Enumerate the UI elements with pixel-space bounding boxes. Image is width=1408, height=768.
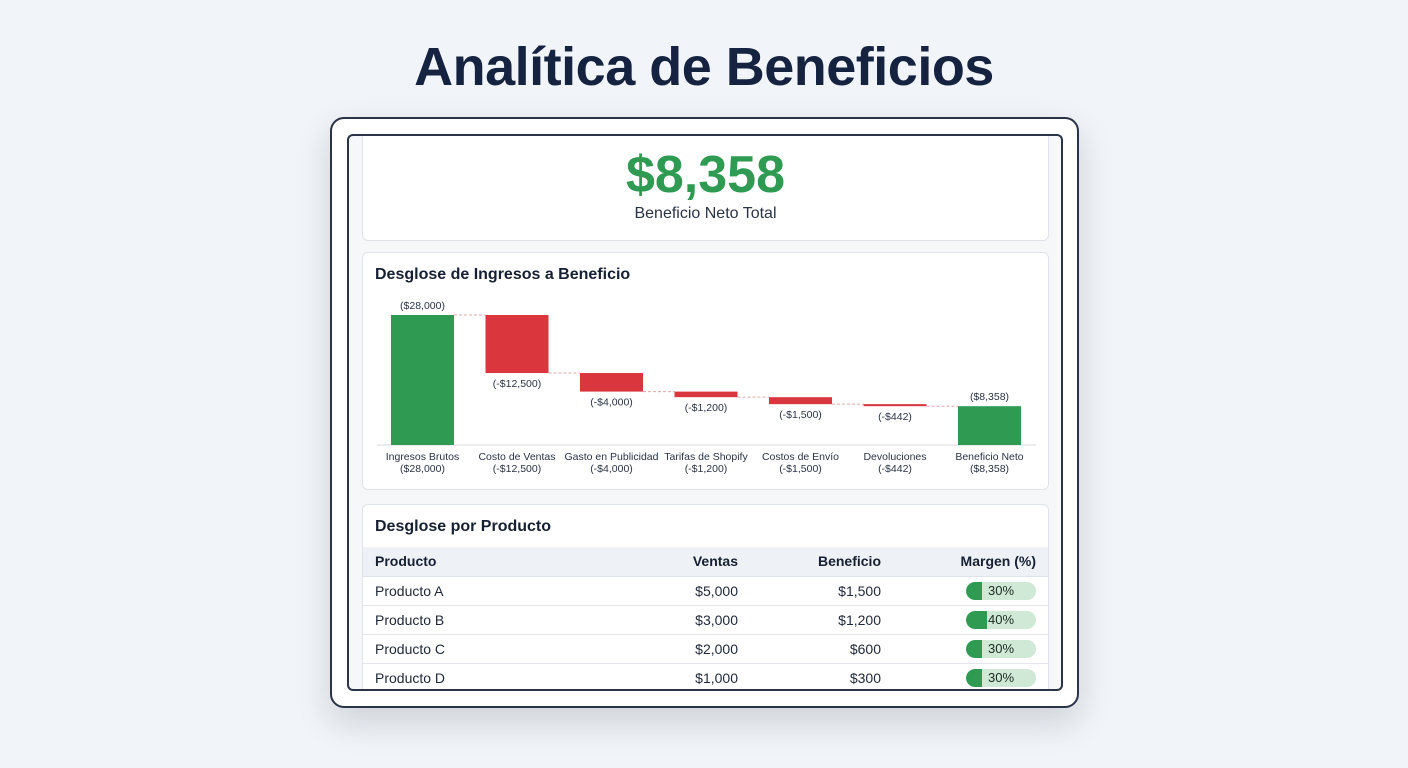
col-header-margin[interactable]: Margen (%) bbox=[881, 547, 1048, 577]
net-profit-value: $8,358 bbox=[625, 146, 786, 204]
cell-profit: $600 bbox=[738, 634, 881, 664]
bar-value-label: (-$442) bbox=[878, 411, 912, 423]
table-row[interactable]: Producto B $3,000 $1,200 40% bbox=[363, 605, 1048, 635]
margin-bar-fill bbox=[966, 581, 982, 600]
waterfall-bar[interactable] bbox=[580, 373, 643, 392]
cell-margin: 30% bbox=[881, 634, 1048, 664]
cell-sales: $3,000 bbox=[603, 605, 738, 635]
bar-value-label: (-$12,500) bbox=[493, 378, 541, 390]
category-label: Costos de Envío bbox=[762, 451, 839, 463]
category-label: Ingresos Brutos bbox=[386, 451, 460, 463]
table-title: Desglose por Producto bbox=[375, 518, 552, 535]
table-row[interactable]: Producto C $2,000 $600 30% bbox=[363, 634, 1048, 664]
margin-value: 30% bbox=[988, 582, 1015, 598]
margin-bar: 30% bbox=[966, 668, 1036, 687]
margin-value: 30% bbox=[988, 640, 1015, 656]
cell-sales: $1,000 bbox=[603, 663, 738, 689]
page-title: Analítica de Beneficios bbox=[414, 37, 994, 97]
cell-product: Producto C bbox=[363, 634, 603, 664]
margin-bar-fill bbox=[966, 668, 982, 687]
bar-value-label: (-$4,000) bbox=[590, 397, 633, 409]
category-label: Beneficio Neto bbox=[955, 451, 1023, 463]
margin-bar: 30% bbox=[966, 581, 1036, 600]
bar-value-label: ($28,000) bbox=[400, 300, 445, 312]
bar-value-label: (-$1,500) bbox=[779, 409, 822, 421]
cell-margin: 30% bbox=[881, 663, 1048, 689]
margin-value: 40% bbox=[988, 611, 1015, 627]
col-header-sales[interactable]: Ventas bbox=[603, 547, 738, 577]
category-sublabel: ($28,000) bbox=[400, 463, 445, 475]
bar-value-label: (-$1,200) bbox=[685, 402, 728, 414]
cell-product: Producto D bbox=[363, 663, 603, 689]
cell-margin: 30% bbox=[881, 576, 1048, 606]
waterfall-bar[interactable] bbox=[958, 406, 1021, 445]
net-profit-label: Beneficio Neto Total bbox=[634, 205, 777, 222]
margin-bar-fill bbox=[966, 639, 982, 658]
product-breakdown-card: Desglose por Producto Producto Ventas Be… bbox=[362, 504, 1049, 689]
col-header-product[interactable]: Producto bbox=[363, 547, 603, 577]
product-table: Producto Ventas Beneficio Margen (%) Pro… bbox=[363, 547, 1048, 689]
cell-profit: $1,200 bbox=[738, 605, 881, 635]
col-header-profit[interactable]: Beneficio bbox=[738, 547, 881, 577]
cell-profit: $1,500 bbox=[738, 576, 881, 606]
margin-bar: 40% bbox=[966, 610, 1036, 629]
category-sublabel: (-$4,000) bbox=[590, 463, 633, 475]
device-frame: $8,358 Beneficio Neto Total Desglose de … bbox=[330, 117, 1079, 708]
net-profit-card: $8,358 Beneficio Neto Total bbox=[362, 136, 1049, 241]
category-label: Gasto en Publicidad bbox=[565, 451, 659, 463]
table-row[interactable]: Producto D $1,000 $300 30% bbox=[363, 663, 1048, 689]
waterfall-bar[interactable] bbox=[485, 315, 549, 374]
category-sublabel: (-$12,500) bbox=[493, 463, 541, 475]
margin-value: 30% bbox=[988, 669, 1015, 685]
category-label: Devoluciones bbox=[863, 451, 926, 463]
category-sublabel: ($8,358) bbox=[970, 463, 1009, 475]
table-row[interactable]: Producto A $5,000 $1,500 30% bbox=[363, 576, 1048, 606]
cell-product: Producto A bbox=[363, 576, 603, 606]
margin-bar: 30% bbox=[966, 639, 1036, 658]
category-label: Costo de Ventas bbox=[478, 451, 555, 463]
category-sublabel: (-$1,500) bbox=[779, 463, 822, 475]
cell-margin: 40% bbox=[881, 605, 1048, 635]
cell-sales: $2,000 bbox=[603, 634, 738, 664]
waterfall-bar[interactable] bbox=[863, 404, 927, 407]
waterfall-chart-card: Desglose de Ingresos a Beneficio ($28,00… bbox=[362, 252, 1049, 490]
waterfall-bar[interactable] bbox=[769, 397, 832, 405]
cell-product: Producto B bbox=[363, 605, 603, 635]
dashboard-screen[interactable]: $8,358 Beneficio Neto Total Desglose de … bbox=[347, 134, 1063, 691]
bar-value-label: ($8,358) bbox=[970, 391, 1009, 403]
table-header-row: Producto Ventas Beneficio Margen (%) bbox=[363, 547, 1048, 577]
category-sublabel: (-$442) bbox=[878, 463, 912, 475]
category-label: Tarifas de Shopify bbox=[664, 451, 748, 463]
cell-profit: $300 bbox=[738, 663, 881, 689]
margin-bar-fill bbox=[966, 610, 987, 629]
chart-title: Desglose de Ingresos a Beneficio bbox=[375, 266, 631, 283]
waterfall-bar[interactable] bbox=[674, 391, 738, 398]
category-sublabel: (-$1,200) bbox=[685, 463, 728, 475]
cell-sales: $5,000 bbox=[603, 576, 738, 606]
waterfall-chart: ($28,000)Ingresos Brutos($28,000)(-$12,5… bbox=[377, 300, 1036, 475]
waterfall-bar[interactable] bbox=[391, 315, 454, 445]
